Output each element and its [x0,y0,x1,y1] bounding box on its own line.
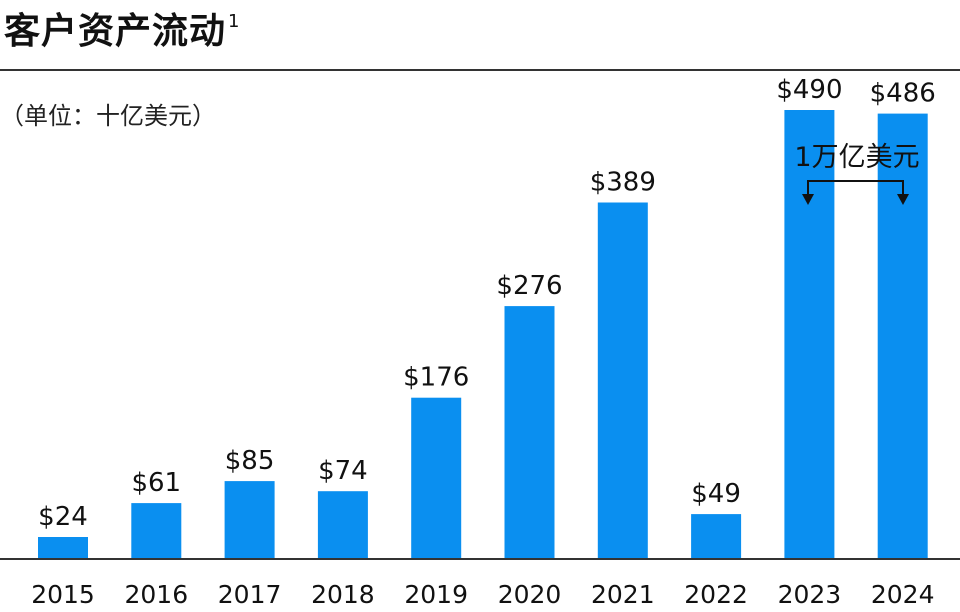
bar-2022 [691,514,742,559]
value-label-2023: $490 [776,75,842,105]
value-label-2019: $176 [403,363,469,393]
arrow-right-icon [897,194,909,205]
x-tick-2021: 2021 [591,580,655,609]
annotation-bracket [807,180,904,194]
bar-2020 [504,306,555,559]
x-tick-2016: 2016 [124,580,188,609]
value-label-2021: $389 [590,168,656,198]
x-tick-labels-group: 2015 2016 2017 2018 2019 2020 2021 2022 2023 2024 [31,580,934,609]
x-tick-2019: 2019 [404,580,468,609]
title-divider [0,69,960,71]
x-tick-2023: 2023 [778,580,842,609]
value-label-2015: $24 [38,502,88,532]
x-tick-2024: 2024 [871,580,935,609]
x-tick-2015: 2015 [31,580,95,609]
bar-2015 [38,537,88,559]
value-label-2017: $85 [225,446,275,476]
x-tick-2018: 2018 [311,580,375,609]
value-label-2016: $61 [131,468,181,498]
x-tick-2020: 2020 [498,580,562,609]
bar-2017 [224,481,275,559]
x-tick-2017: 2017 [218,580,282,609]
value-label-2020: $276 [496,271,562,301]
arrow-left-icon [802,194,814,205]
bar-2018 [317,491,368,559]
chart-title-text: 客户资产流动 [4,11,227,52]
bar-2016 [131,503,182,559]
value-label-2024: $486 [870,79,936,109]
trillion-annotation: 1万亿美元 [794,142,920,205]
bar-2019 [411,397,462,559]
bar-2023 [784,110,835,559]
chart-title: 客户资产流动 1 [4,2,240,54]
bars-group [38,110,928,559]
value-labels-group: $24 $61 $85 $74 $176 $276 $389 $49 $490 $486 [38,75,936,532]
x-tick-2022: 2022 [684,580,748,609]
annotation-text: 1万亿美元 [794,142,919,173]
unit-label: （单位：十亿美元） [0,102,216,130]
value-label-2022: $49 [691,479,741,509]
value-label-2018: $74 [318,456,368,486]
footnote-mark: 1 [228,11,241,32]
bar-2021 [597,202,648,559]
